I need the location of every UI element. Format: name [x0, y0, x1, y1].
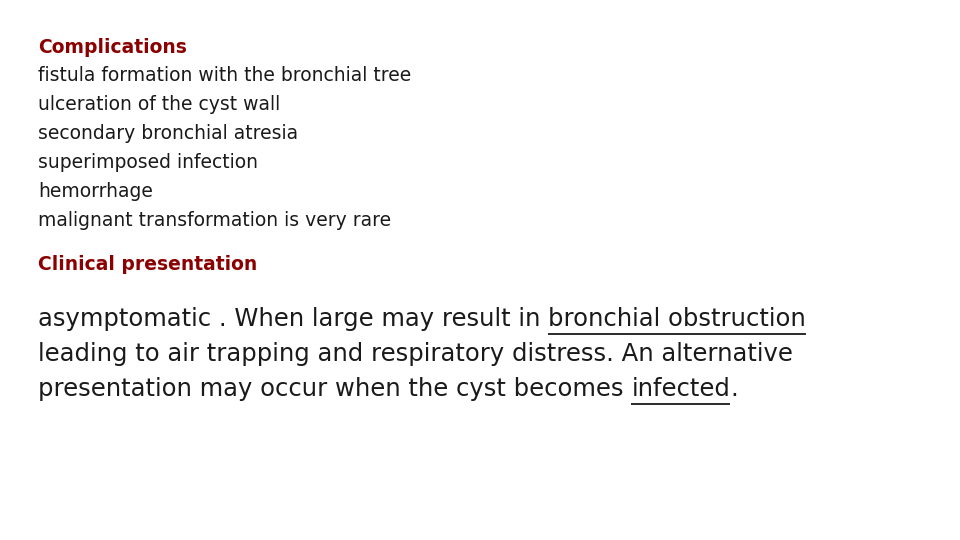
Text: bronchial obstruction: bronchial obstruction — [548, 307, 805, 330]
Text: asymptomatic . When large may result in: asymptomatic . When large may result in — [38, 307, 548, 330]
Text: malignant transformation is very rare: malignant transformation is very rare — [38, 212, 391, 231]
Text: leading to air trapping and respiratory distress. An alternative: leading to air trapping and respiratory … — [38, 342, 793, 366]
Text: fistula formation with the bronchial tree: fistula formation with the bronchial tre… — [38, 66, 411, 85]
Text: presentation may occur when the cyst becomes: presentation may occur when the cyst bec… — [38, 377, 632, 401]
Text: secondary bronchial atresia: secondary bronchial atresia — [38, 124, 299, 143]
Text: .: . — [731, 377, 738, 401]
Text: superimposed infection: superimposed infection — [38, 153, 258, 172]
Text: Complications: Complications — [38, 38, 187, 57]
Text: infected: infected — [632, 377, 731, 401]
Text: ulceration of the cyst wall: ulceration of the cyst wall — [38, 95, 280, 114]
Text: Clinical presentation: Clinical presentation — [38, 255, 257, 274]
Text: hemorrhage: hemorrhage — [38, 183, 153, 201]
